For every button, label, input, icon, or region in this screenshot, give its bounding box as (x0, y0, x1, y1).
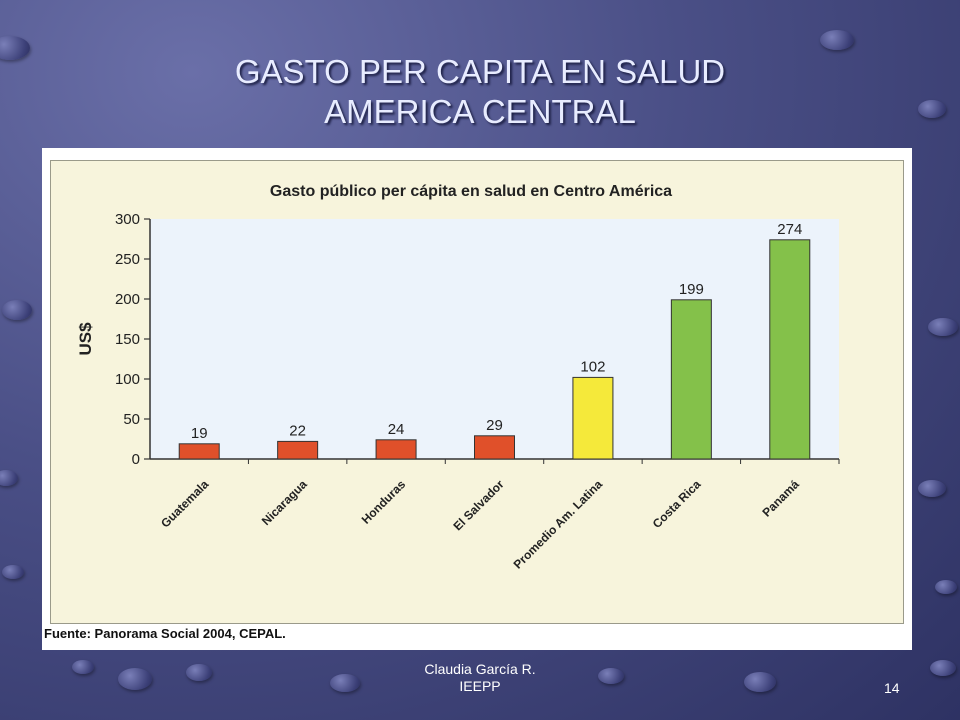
background-bubble (118, 668, 152, 690)
y-tick-label: 50 (123, 411, 140, 428)
y-tick-label: 0 (132, 451, 140, 468)
plot-area (150, 219, 839, 459)
background-bubble (928, 318, 958, 336)
y-axis-label: US$ (76, 322, 95, 356)
x-category-label: Panamá (759, 477, 802, 520)
x-category-label: Nicaragua (259, 477, 310, 528)
background-bubble (2, 300, 32, 320)
bar (375, 439, 417, 460)
bar-data-label: 24 (388, 421, 405, 438)
bar (474, 435, 515, 460)
bar-data-label: 19 (191, 425, 208, 442)
background-bubble (935, 580, 957, 594)
bar-data-label: 274 (777, 221, 802, 238)
bar-data-label: 22 (289, 422, 306, 439)
y-tick-label: 300 (115, 211, 140, 228)
x-category-label: Guatemala (158, 477, 212, 531)
x-category-label: El Salvador (450, 477, 506, 533)
background-bubble (918, 480, 946, 497)
bar (572, 376, 614, 460)
footer-organization: IEEPP (459, 678, 501, 694)
background-bubble (598, 668, 624, 684)
chart-panel: Gasto público per cápita en salud en Cen… (42, 148, 912, 650)
x-category-label: Costa Rica (650, 477, 704, 531)
chart-area: Gasto público per cápita en salud en Cen… (50, 160, 904, 624)
x-category-label: Honduras (359, 477, 409, 527)
y-tick-label: 250 (115, 251, 140, 268)
background-bubble (930, 660, 956, 676)
slide-title-line-2: AMERICA CENTRAL (324, 93, 636, 130)
chart-source-note: Fuente: Panorama Social 2004, CEPAL. (44, 626, 286, 641)
bar-chart: Gasto público per cápita en salud en Cen… (76, 183, 840, 572)
bar (769, 239, 811, 460)
background-bubble (72, 660, 94, 674)
footer-author-name: Claudia García R. (424, 661, 536, 677)
y-tick-label: 150 (115, 331, 140, 348)
slide-title-line-1: GASTO PER CAPITA EN SALUD (234, 53, 726, 90)
bar (277, 440, 319, 460)
bar (670, 299, 712, 460)
footer-author: Claudia García R. IEEPP (380, 661, 580, 695)
y-tick-label: 100 (115, 371, 140, 388)
background-bubble (744, 672, 776, 692)
bar (178, 443, 220, 460)
x-category-label: Promedio Am. Latina (511, 477, 606, 572)
background-bubble (918, 100, 946, 118)
background-bubble (0, 470, 18, 486)
chart-title: Gasto público per cápita en salud en Cen… (270, 183, 672, 200)
background-bubble (330, 674, 360, 692)
bar-data-label: 199 (679, 281, 704, 298)
page-number: 14 (884, 680, 900, 696)
y-tick-label: 200 (115, 291, 140, 308)
bar-data-label: 29 (486, 417, 503, 434)
slide-title: GASTO PER CAPITA EN SALUD AMERICA CENTRA… (0, 52, 960, 132)
background-bubble (820, 30, 854, 50)
background-bubble (2, 565, 24, 579)
bar-data-label: 102 (580, 358, 605, 375)
background-bubble (186, 664, 212, 681)
